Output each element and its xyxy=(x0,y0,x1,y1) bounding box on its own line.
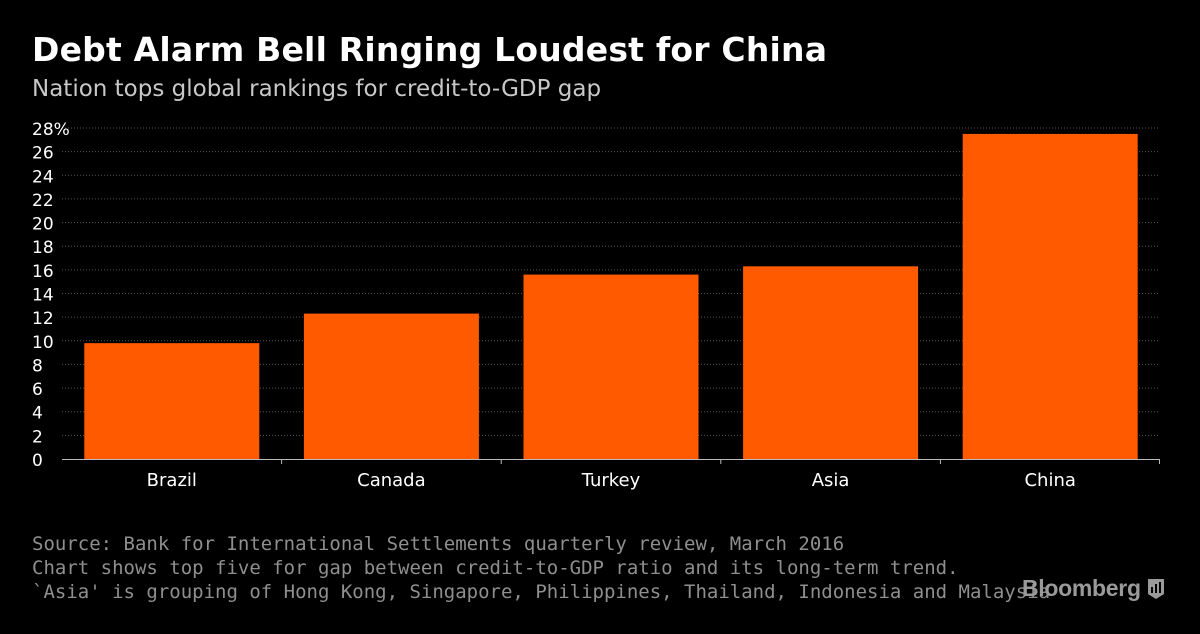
bar xyxy=(303,313,479,459)
y-tick-label: 12 xyxy=(32,309,54,329)
y-tick-label: 0 xyxy=(32,451,43,471)
brand-name: Bloomberg xyxy=(1022,575,1141,601)
x-tick-label: Asia xyxy=(812,470,850,491)
y-tick-label: 20 xyxy=(32,215,54,235)
y-tick-label: 26 xyxy=(32,144,54,164)
chart-notes: Source: Bank for International Settlemen… xyxy=(32,532,1051,604)
bloomberg-chart-icon xyxy=(1147,578,1164,599)
chart-title: Debt Alarm Bell Ringing Loudest for Chin… xyxy=(32,30,828,69)
y-tick-label: 14 xyxy=(32,286,54,306)
y-tick-label: 22 xyxy=(32,191,54,211)
y-tick-label: 2 xyxy=(32,427,43,447)
y-tick-label: 8 xyxy=(32,356,43,376)
y-tick-label: 10 xyxy=(32,333,54,353)
y-tick-label: 28% xyxy=(32,120,70,140)
x-tick-label: Canada xyxy=(357,470,426,491)
y-tick-label: 6 xyxy=(32,380,43,400)
x-tick-label: China xyxy=(1024,470,1075,491)
bar xyxy=(743,266,919,459)
brand-logo: Bloomberg xyxy=(1022,575,1165,602)
chart-subtitle: Nation tops global rankings for credit-t… xyxy=(32,76,602,102)
y-tick-label: 16 xyxy=(32,262,54,282)
y-tick-label: 24 xyxy=(32,167,54,187)
x-tick-label: Turkey xyxy=(581,470,641,491)
y-tick-label: 18 xyxy=(32,238,54,258)
bar xyxy=(962,133,1138,460)
asia-note: `Asia' is grouping of Hong Kong, Singapo… xyxy=(32,581,1051,603)
y-tick-label: 4 xyxy=(32,404,43,424)
bar xyxy=(523,274,699,459)
method-note: Chart shows top five for gap between cre… xyxy=(32,557,959,579)
source-note: Source: Bank for International Settlemen… xyxy=(32,533,845,555)
bar xyxy=(84,343,260,459)
x-tick-label: Brazil xyxy=(147,470,197,491)
